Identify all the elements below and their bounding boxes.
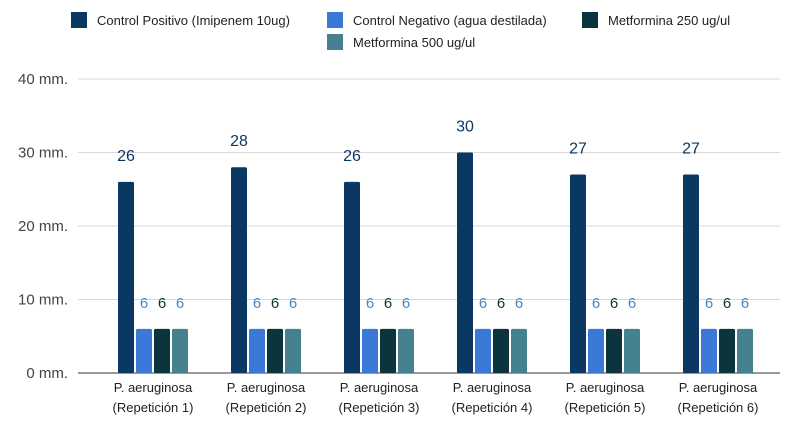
bar [172,328,188,373]
x-tick-label: (Repetición 5) [565,400,646,415]
bar [398,328,414,373]
x-tick-label: (Repetición 4) [452,400,533,415]
bar [511,328,527,373]
bar [588,328,604,373]
data-label: 6 [515,295,523,312]
legend-label: Control Positivo (Imipenem 10ug) [97,13,290,28]
data-label: 6 [705,295,713,312]
bar [249,328,265,373]
bar [493,328,509,373]
data-label: 6 [271,295,279,312]
bar [606,328,622,373]
data-label: 27 [569,141,587,158]
bar [719,328,735,373]
data-label: 6 [628,295,636,312]
bar [344,181,360,373]
x-tick-label: (Repetición 1) [113,400,194,415]
x-tick-label: P. aeruginosa [340,380,419,395]
bar [380,328,396,373]
bar [457,152,473,373]
bar [570,174,586,373]
data-label: 6 [723,295,731,312]
bar [154,328,170,373]
y-tick-label: 30 mm. [18,145,68,162]
data-label: 6 [741,295,749,312]
x-tick-label: P. aeruginosa [227,380,306,395]
data-label: 6 [384,295,392,312]
data-label: 26 [343,148,361,165]
data-label: 6 [253,295,261,312]
bar [737,328,753,373]
data-label: 30 [456,119,474,136]
legend-swatch [327,34,343,50]
data-label: 27 [682,141,700,158]
legend-swatch [327,12,343,28]
data-label: 6 [366,295,374,312]
bar [267,328,283,373]
data-label: 6 [158,295,166,312]
bar [701,328,717,373]
bar [285,328,301,373]
data-label: 6 [592,295,600,312]
x-tick-label: (Repetición 6) [678,400,759,415]
legend-label: Metformina 500 ug/ul [353,35,475,50]
legend-label: Control Negativo (agua destilada) [353,13,547,28]
x-tick-label: P. aeruginosa [114,380,193,395]
legend-label: Metformina 250 ug/ul [608,13,730,28]
data-label: 6 [289,295,297,312]
bar [624,328,640,373]
data-label: 6 [176,295,184,312]
bar [683,174,699,373]
y-tick-label: 0 mm. [26,365,68,382]
bar [475,328,491,373]
data-label: 6 [402,295,410,312]
bar [118,181,134,373]
legend-swatch [71,12,87,28]
data-label: 28 [230,133,248,150]
data-label: 26 [117,148,135,165]
legend-swatch [582,12,598,28]
bar [231,167,247,373]
bar [136,328,152,373]
x-tick-label: (Repetición 3) [339,400,420,415]
y-tick-label: 40 mm. [18,71,68,88]
data-label: 6 [497,295,505,312]
x-tick-label: (Repetición 2) [226,400,307,415]
x-tick-label: P. aeruginosa [679,380,758,395]
data-label: 6 [610,295,618,312]
data-label: 6 [479,295,487,312]
y-tick-label: 20 mm. [18,218,68,235]
y-tick-label: 10 mm. [18,292,68,309]
bar [362,328,378,373]
x-tick-label: P. aeruginosa [566,380,645,395]
data-label: 6 [140,295,148,312]
x-tick-label: P. aeruginosa [453,380,532,395]
